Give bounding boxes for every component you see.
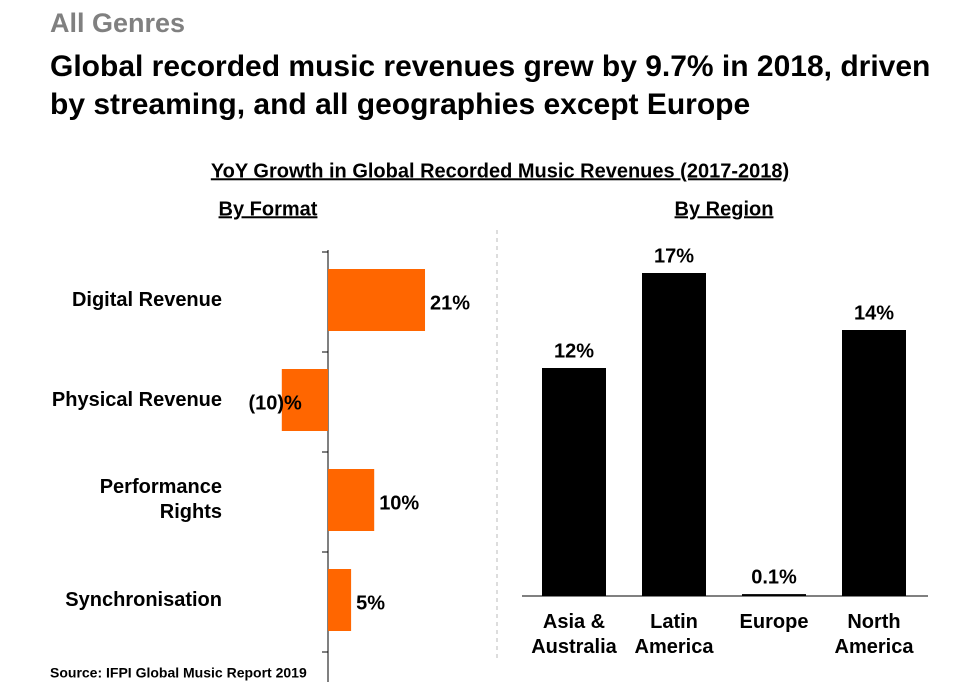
bar <box>742 594 806 596</box>
value-label: 5% <box>356 592 385 614</box>
value-label: 21% <box>430 292 470 314</box>
value-label: (10)% <box>248 392 302 414</box>
bar <box>328 269 426 331</box>
category-label: Digital Revenue <box>71 288 222 311</box>
bar <box>542 368 606 596</box>
value-label: 10% <box>379 492 419 514</box>
category-label-box: Europe <box>739 611 809 633</box>
category-label-box: Latin America <box>634 611 714 658</box>
category-label: Synchronisation <box>65 588 222 611</box>
chart-subtitle: By Region <box>675 198 774 220</box>
category-label-box: Physical Revenue <box>51 388 222 411</box>
chart-heading: YoY Growth in Global Recorded Music Reve… <box>211 160 789 182</box>
category-label: North America <box>834 611 914 658</box>
chart-subtitle: By Format <box>219 198 318 220</box>
category-label: Latin America <box>634 611 714 658</box>
category-label: Performance Rights <box>99 476 222 523</box>
category-label-box: North America <box>834 611 914 658</box>
bar <box>328 469 375 531</box>
category-label-box: Asia & Australia <box>531 611 617 658</box>
bar <box>328 569 352 631</box>
value-label: 12% <box>554 340 594 362</box>
value-label: 0.1% <box>751 566 797 588</box>
source: Source: IFPI Global Music Report 2019 <box>50 665 307 681</box>
kicker: All Genres <box>50 8 185 38</box>
bar <box>642 273 706 596</box>
category-label: Europe <box>739 611 809 633</box>
category-label: Asia & Australia <box>531 611 617 658</box>
category-label-box: Digital Revenue <box>71 288 222 311</box>
category-label-box: Performance Rights <box>99 476 222 523</box>
bar <box>281 369 328 431</box>
title-box: Global recorded music revenues grew by 9… <box>50 50 931 121</box>
value-label: 14% <box>854 302 894 324</box>
bar <box>842 330 906 596</box>
category-label: Physical Revenue <box>51 388 222 411</box>
value-label: 17% <box>654 245 694 267</box>
slide-title: Global recorded music revenues grew by 9… <box>50 50 931 121</box>
category-label-box: Synchronisation <box>65 588 222 611</box>
